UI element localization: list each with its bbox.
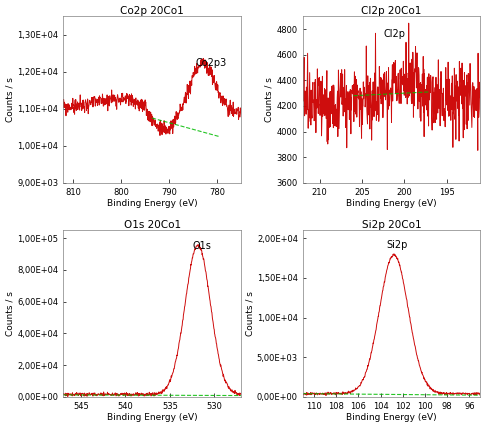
Y-axis label: Counts / s: Counts / s [5,77,15,122]
Title: Co2p 20Co1: Co2p 20Co1 [120,6,184,15]
X-axis label: Binding Energy (eV): Binding Energy (eV) [347,413,437,422]
Text: Co2p3: Co2p3 [195,58,226,68]
Title: Cl2p 20Co1: Cl2p 20Co1 [362,6,422,15]
X-axis label: Binding Energy (eV): Binding Energy (eV) [107,199,197,208]
X-axis label: Binding Energy (eV): Binding Energy (eV) [107,413,197,422]
Y-axis label: Counts / s: Counts / s [245,291,254,336]
Y-axis label: Counts / s: Counts / s [5,291,15,336]
Text: Cl2p: Cl2p [383,30,405,39]
Title: O1s 20Co1: O1s 20Co1 [123,220,181,229]
Text: O1s: O1s [192,241,211,251]
Y-axis label: Counts / s: Counts / s [265,77,274,122]
Title: Si2p 20Co1: Si2p 20Co1 [362,220,421,229]
X-axis label: Binding Energy (eV): Binding Energy (eV) [347,199,437,208]
Text: Si2p: Si2p [386,240,407,250]
